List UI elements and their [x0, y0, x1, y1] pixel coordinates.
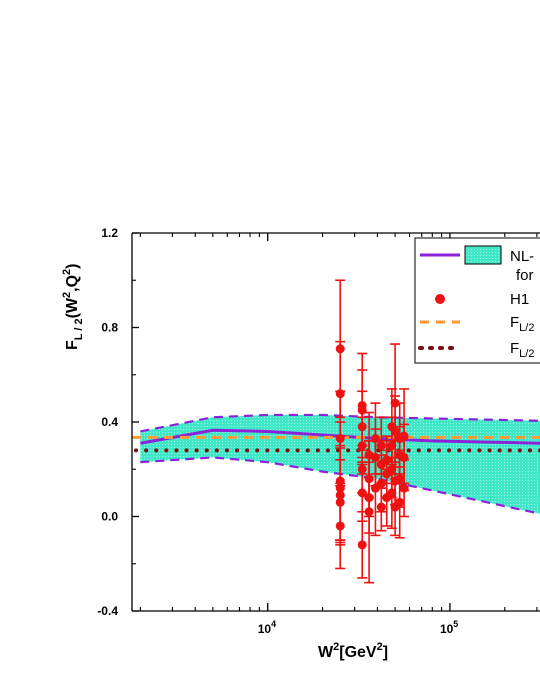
- h1-marker: [357, 488, 367, 498]
- h1-marker: [395, 497, 405, 507]
- y-tick-label: 0.4: [101, 415, 118, 429]
- h1-marker: [387, 488, 397, 498]
- y-axis-title: FL / 2(W2,Q2): [61, 264, 85, 351]
- h1-marker: [376, 502, 386, 512]
- legend-h1-label: H1: [510, 291, 529, 308]
- h1-marker: [335, 521, 345, 531]
- legend-dashed-label: FL/2: [510, 314, 534, 334]
- y-tick-label: -0.4: [97, 604, 118, 618]
- y-tick-label: 0.8: [101, 321, 118, 335]
- legend-h1-marker: [435, 294, 445, 304]
- legend-nl-label2: for: [516, 267, 534, 284]
- h1-data-point: [335, 482, 346, 570]
- y-tick-label: 1.2: [101, 226, 118, 240]
- legend-dotted-label: FL/2: [510, 340, 534, 360]
- h1-data-point: [399, 458, 410, 518]
- h1-data-point: [390, 395, 401, 468]
- legend: NL- for H1 FL/2 FL/2: [414, 237, 540, 364]
- central-curve: [140, 428, 540, 445]
- legend-nl-label: NL-: [510, 248, 534, 265]
- x-tick-label: 105: [440, 619, 458, 636]
- tick-layer: -0.4 0.0 0.4 0.8 1.2 104 105: [97, 226, 538, 636]
- h1-data-layer: [335, 279, 410, 584]
- h1-marker: [357, 540, 367, 550]
- x-axis-title: W2[GeV2]: [318, 641, 388, 661]
- h1-marker: [364, 507, 374, 517]
- y-tick-label: 0.0: [101, 510, 118, 524]
- band-upper-edge: [140, 413, 540, 433]
- reference-lines-layer: [132, 435, 540, 453]
- h1-data-point: [357, 510, 368, 579]
- h1-marker: [399, 483, 409, 493]
- h1-data-point: [394, 466, 405, 539]
- legend-nl-band: [464, 245, 502, 265]
- band-lower-edge: [140, 456, 540, 515]
- h1-marker: [390, 426, 400, 436]
- x-tick-label: 104: [258, 619, 276, 636]
